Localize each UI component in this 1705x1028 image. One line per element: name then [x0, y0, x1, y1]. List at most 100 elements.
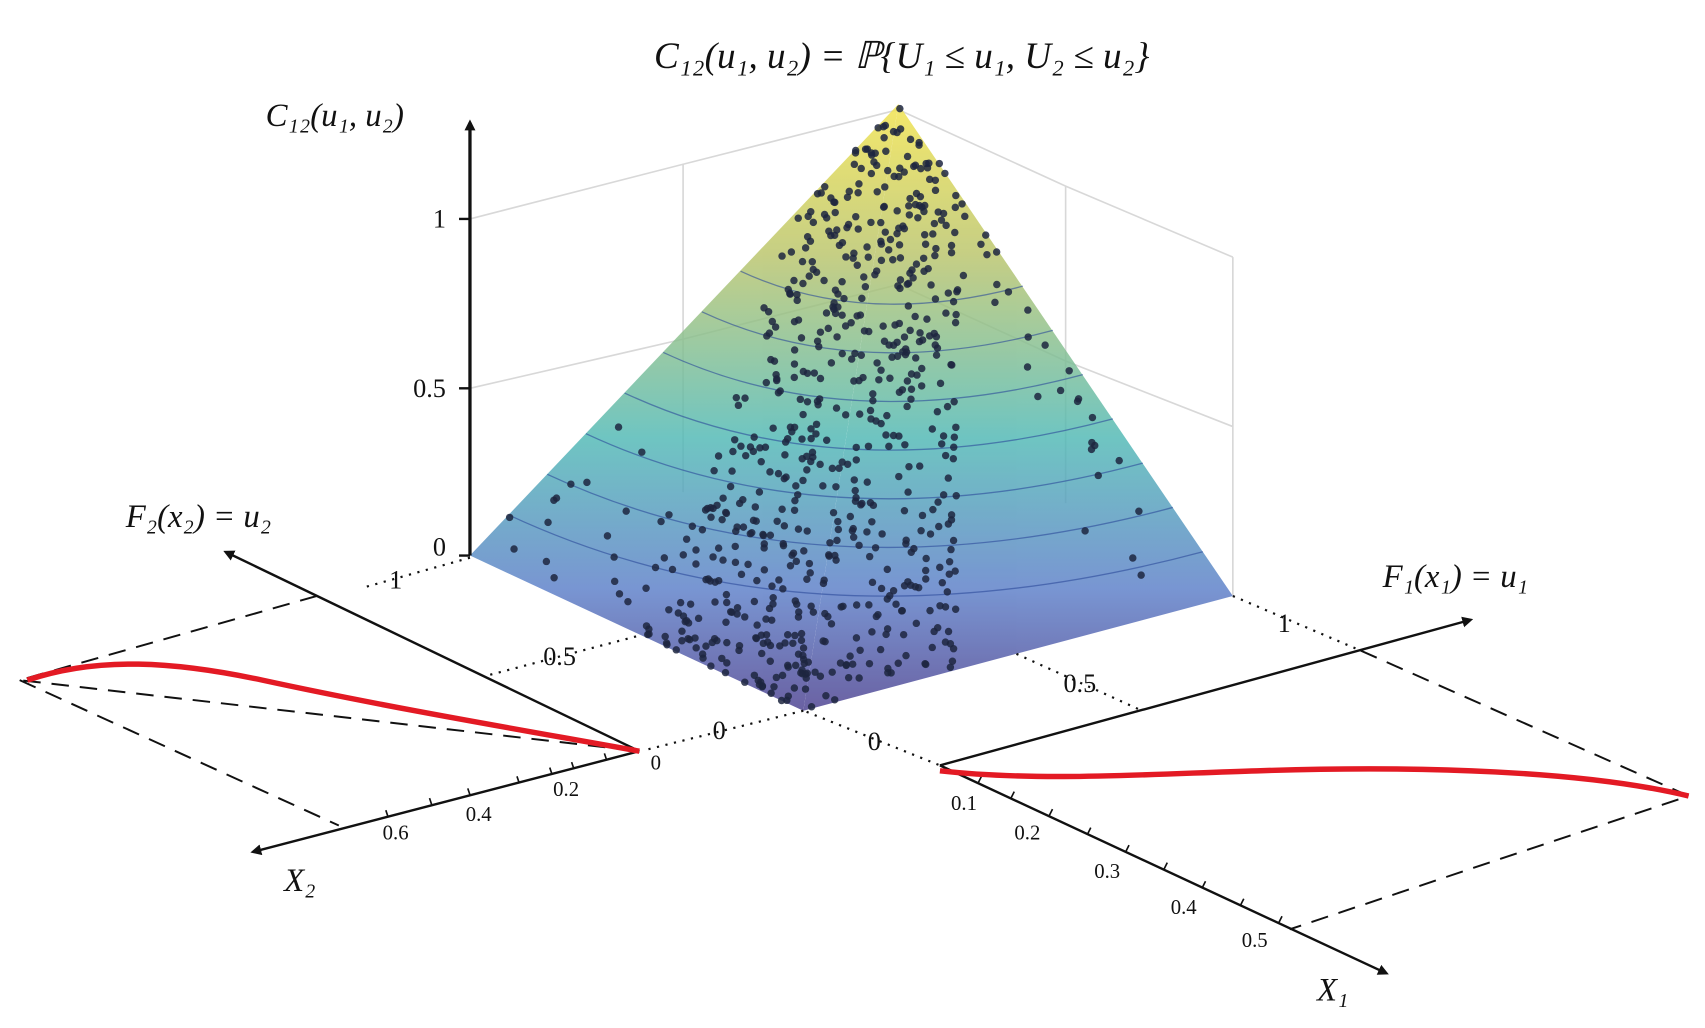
sample-point	[822, 309, 831, 317]
sample-point	[944, 289, 953, 297]
sample-point	[732, 527, 740, 535]
sample-point	[880, 134, 888, 142]
sample-point	[883, 565, 892, 574]
sample-point	[871, 544, 880, 552]
sample-point	[610, 553, 618, 561]
sample-point	[912, 260, 921, 268]
sample-point	[937, 440, 946, 448]
sample-point	[918, 364, 926, 373]
sample-point	[663, 641, 671, 649]
sample-point	[867, 169, 876, 178]
sample-point	[860, 273, 868, 281]
sample-point	[686, 600, 695, 608]
sample-point	[510, 545, 518, 553]
sample-point	[842, 411, 850, 419]
sample-point	[739, 523, 748, 531]
sample-point	[865, 601, 873, 609]
sample-point	[935, 159, 944, 168]
sample-point	[854, 189, 862, 197]
sample-point	[854, 225, 862, 233]
sample-point	[830, 696, 839, 704]
sample-point	[911, 312, 919, 321]
sample-point	[793, 296, 801, 305]
sample-point	[949, 536, 958, 545]
sample-point	[832, 404, 841, 412]
u2-tick: 0.5	[543, 642, 576, 671]
sample-point	[847, 355, 856, 363]
sample-point	[866, 498, 875, 507]
sample-point	[881, 183, 889, 191]
sample-point	[851, 149, 860, 157]
sample-point	[885, 341, 893, 349]
sample-point	[914, 583, 923, 592]
sample-point	[875, 376, 883, 384]
sample-point	[827, 620, 836, 628]
sample-point	[931, 186, 940, 195]
sample-point	[799, 279, 807, 288]
sample-point	[752, 634, 760, 642]
sample-point	[807, 434, 815, 443]
sample-point	[790, 423, 799, 431]
sample-point	[661, 632, 669, 641]
sample-point	[889, 256, 897, 264]
sample-point	[852, 601, 861, 609]
sample-point	[723, 638, 731, 647]
sample-point	[852, 634, 861, 642]
sample-point	[895, 472, 903, 481]
sample-point	[737, 442, 745, 450]
sample-point	[816, 374, 825, 383]
sample-point	[907, 395, 915, 403]
sample-point	[791, 597, 800, 605]
sample-point	[753, 576, 761, 585]
sample-point	[949, 454, 958, 463]
sample-point	[941, 451, 950, 460]
sample-point	[710, 466, 718, 475]
sample-point	[753, 621, 761, 629]
sample-point	[707, 662, 715, 670]
sample-point	[886, 235, 895, 244]
sample-point	[678, 637, 686, 645]
sample-point	[932, 351, 941, 359]
sample-point	[1034, 392, 1042, 401]
sample-point	[856, 646, 864, 655]
u1-axis: 0 0.5 1 F₁(x₁) = u₁	[806, 559, 1528, 767]
sample-point	[784, 663, 792, 671]
sample-point	[951, 228, 959, 237]
sample-point	[948, 361, 956, 369]
sample-point	[864, 442, 873, 451]
sample-point	[842, 253, 850, 261]
sample-point	[921, 566, 930, 575]
sample-point	[722, 590, 731, 599]
sample-point	[714, 452, 723, 460]
sample-point	[902, 540, 910, 548]
sample-point	[946, 663, 955, 672]
sample-point	[1004, 288, 1013, 296]
sample-point	[544, 518, 552, 527]
sample-point	[952, 492, 960, 500]
sample-point	[923, 315, 931, 323]
sample-point	[943, 588, 952, 596]
z-tick: 0	[433, 533, 446, 562]
sample-point	[698, 526, 707, 534]
sample-point	[741, 394, 749, 402]
sample-point	[803, 669, 811, 677]
sample-point	[622, 507, 630, 515]
z-tick: 0.5	[413, 374, 446, 403]
sample-point	[709, 553, 717, 561]
sample-point	[885, 442, 893, 451]
sample-point	[803, 527, 811, 535]
sample-point	[798, 257, 807, 266]
sample-point	[755, 488, 764, 496]
sample-point	[778, 671, 787, 680]
sample-point	[905, 202, 913, 210]
sample-point	[672, 646, 680, 654]
sample-point	[676, 598, 685, 607]
sample-point	[767, 689, 775, 697]
sample-point	[834, 517, 842, 526]
sample-point	[908, 266, 916, 274]
sample-point	[864, 253, 872, 261]
sample-point	[834, 303, 842, 311]
sample-point	[849, 533, 858, 541]
sample-point	[813, 190, 822, 198]
